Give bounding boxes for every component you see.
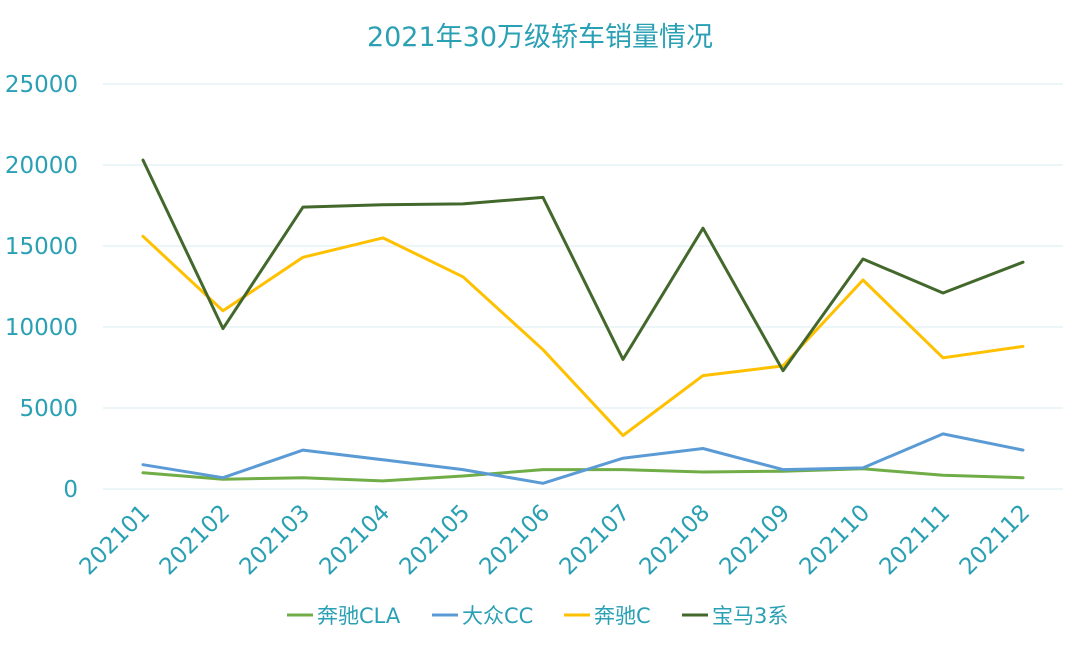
series-line-1 bbox=[141, 432, 1025, 485]
y-axis-ticks: 0 5000 10000 15000 20000 25000 bbox=[5, 72, 78, 503]
x-tick-label: 202104 bbox=[315, 500, 395, 580]
legend-item: 奔驰C bbox=[564, 604, 651, 628]
legend: 奔驰CLA 大众CC 奔驰C 宝马3系 bbox=[287, 604, 788, 628]
series-line-2 bbox=[141, 234, 1025, 437]
x-tick-label: 202103 bbox=[235, 500, 315, 580]
y-tick-label: 25000 bbox=[5, 72, 78, 98]
x-tick-label: 202111 bbox=[875, 500, 955, 580]
legend-item: 大众CC bbox=[432, 604, 533, 628]
y-tick-label: 5000 bbox=[19, 396, 78, 422]
x-tick-label: 202109 bbox=[715, 500, 795, 580]
legend-item: 宝马3系 bbox=[682, 604, 788, 628]
y-tick-label: 10000 bbox=[5, 315, 78, 341]
legend-item: 奔驰CLA bbox=[287, 604, 401, 628]
x-axis-ticks: 202101 202102 202103 202104 202105 202106 2021… bbox=[75, 500, 1035, 580]
y-tick-label: 15000 bbox=[5, 234, 78, 260]
gridlines bbox=[103, 83, 1063, 490]
x-tick-label: 202112 bbox=[955, 500, 1035, 580]
y-tick-label: 20000 bbox=[5, 153, 78, 179]
chart-title: 2021年30万级轿车销量情况 bbox=[367, 22, 713, 53]
y-tick-label: 0 bbox=[63, 477, 78, 503]
x-tick-label: 202102 bbox=[155, 500, 235, 580]
x-tick-label: 202110 bbox=[795, 500, 875, 580]
series-line-3 bbox=[141, 158, 1025, 373]
legend-label: 大众CC bbox=[462, 604, 533, 628]
series-lines bbox=[141, 158, 1025, 485]
x-tick-label: 202101 bbox=[75, 500, 155, 580]
legend-label: 宝马3系 bbox=[712, 604, 788, 628]
x-tick-label: 202106 bbox=[475, 500, 555, 580]
x-tick-label: 202108 bbox=[635, 500, 715, 580]
x-tick-label: 202107 bbox=[555, 500, 635, 580]
x-tick-label: 202105 bbox=[395, 500, 475, 580]
legend-label: 奔驰C bbox=[594, 604, 651, 628]
legend-label: 奔驰CLA bbox=[317, 604, 401, 628]
